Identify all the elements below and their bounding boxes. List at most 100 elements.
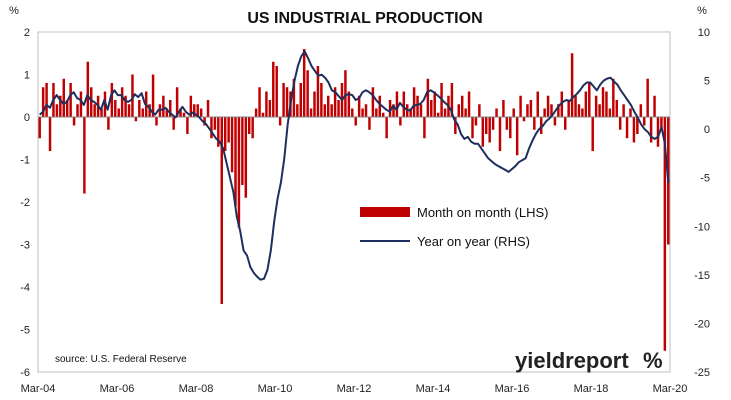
x-tick-label: Mar-14 [416,383,451,395]
bar-month-on-month [234,117,237,207]
bar-month-on-month [162,95,165,117]
bar-month-on-month [79,91,83,117]
bar-month-on-month [254,108,258,117]
bar-month-on-month [618,117,622,130]
bar-month-on-month [120,87,124,117]
bar-month-on-month [347,91,351,117]
left-tick-label: -2 [20,197,30,209]
bar-month-on-month [333,87,337,117]
bar-month-on-month [625,117,629,139]
bar-month-on-month [423,117,426,139]
right-tick-label: -10 [694,221,710,233]
bar-month-on-month [419,104,423,117]
bar-month-on-month [265,91,268,117]
bar-month-on-month [515,117,519,156]
bar-month-on-month [62,78,65,117]
bar-month-on-month [316,66,320,117]
chart-title: US INDUSTRIAL PRODUCTION [247,10,482,27]
bar-month-on-month [605,91,608,117]
bar-month-on-month [292,78,296,117]
bar-month-on-month [454,117,457,134]
bar-month-on-month [278,117,282,126]
bar-month-on-month [285,87,289,117]
x-axis: Mar-04 Mar-06 Mar-08 Mar-10 Mar-12 Mar-14 Mar-… [21,383,688,395]
bar-month-on-month [381,112,385,117]
bar-month-on-month [622,104,625,117]
bar-month-on-month [141,108,144,117]
bar-month-on-month [217,117,220,147]
bar-month-on-month [41,87,45,117]
bar-month-on-month [323,104,327,117]
bar-month-on-month [416,95,419,117]
bar-month-on-month [206,100,210,117]
bar-month-on-month [100,108,103,117]
bar-month-on-month [258,87,261,117]
bar-month-on-month [296,104,299,117]
legend-swatch-month-on-month [360,207,410,217]
bar-month-on-month [134,117,138,122]
bar-month-on-month [567,100,570,117]
left-axis-unit: % [9,5,19,17]
bar-month-on-month [45,83,48,117]
bar-month-on-month [539,117,543,134]
bar-month-on-month [199,108,203,117]
legend-label-year-on-year: Year on year (RHS) [417,234,530,249]
source-note: source: U.S. Federal Reserve [55,354,187,365]
bar-month-on-month [522,117,526,122]
bar-month-on-month [124,95,127,117]
bar-month-on-month [313,91,316,117]
bar-month-on-month [220,117,223,304]
bar-month-on-month [584,91,588,117]
bar-month-on-month [175,87,179,117]
bar-month-on-month [543,108,546,117]
bar-month-on-month [646,78,649,117]
legend-label-month-on-month: Month on month (LHS) [417,205,549,220]
bar-month-on-month [505,117,509,130]
bar-month-on-month [344,70,347,117]
bar-month-on-month [632,117,636,143]
bar-month-on-month [248,117,251,134]
bar-month-on-month [210,117,213,139]
bar-month-on-month [69,83,72,117]
bar-month-on-month [179,108,182,117]
right-tick-label: -5 [700,173,710,185]
x-tick-label: Mar-12 [337,383,372,395]
bar-month-on-month [165,108,169,117]
bar-month-on-month [615,100,618,117]
bar-month-on-month [557,104,560,117]
bar-month-on-month [467,91,471,117]
bar-month-on-month [299,83,302,117]
right-axis: 10 5 0 -5 -10 -15 -20 -25 [694,27,710,379]
bar-month-on-month [577,104,581,117]
bar-month-on-month [639,104,643,117]
bar-month-on-month [519,95,522,117]
bar-series [38,49,670,351]
bar-month-on-month [327,95,330,117]
bar-month-on-month [581,108,584,117]
bar-month-on-month [426,78,430,117]
bar-month-on-month [90,87,93,117]
bar-month-on-month [275,66,278,117]
bar-month-on-month [76,104,79,117]
bar-month-on-month [392,104,395,117]
bar-month-on-month [268,100,272,117]
bar-month-on-month [375,108,378,117]
bar-month-on-month [649,117,653,143]
bar-month-on-month [337,100,340,117]
bar-month-on-month [402,91,406,117]
bar-month-on-month [598,104,601,117]
left-tick-label: -1 [20,155,30,167]
bar-month-on-month [460,95,464,117]
x-tick-label: Mar-20 [653,383,688,395]
bar-month-on-month [502,100,505,117]
bar-month-on-month [412,87,416,117]
bar-month-on-month [193,104,196,117]
bar-month-on-month [309,108,313,117]
bar-month-on-month [433,91,436,117]
bar-month-on-month [526,104,529,117]
right-tick-label: 10 [698,27,710,39]
bar-month-on-month [55,104,59,117]
bar-month-on-month [241,117,244,185]
bar-month-on-month [457,104,460,117]
bar-month-on-month [282,83,285,117]
